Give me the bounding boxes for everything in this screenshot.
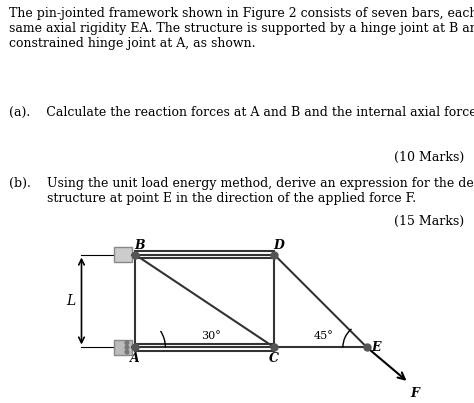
Text: (a).    Calculate the reaction forces at A and B and the internal axial forces i: (a). Calculate the reaction forces at A …	[9, 106, 474, 119]
Text: E: E	[372, 341, 381, 354]
Circle shape	[125, 350, 129, 354]
Text: C: C	[269, 352, 279, 365]
Text: A: A	[130, 352, 140, 365]
Text: 30°: 30°	[201, 331, 221, 341]
Bar	[114, 247, 132, 262]
Text: F: F	[410, 387, 419, 400]
Bar	[114, 340, 132, 355]
Text: (10 Marks): (10 Marks)	[394, 151, 465, 164]
Text: The pin-jointed framework shown in Figure 2 consists of seven bars, each having : The pin-jointed framework shown in Figur…	[9, 6, 474, 50]
Text: L: L	[66, 294, 75, 308]
Text: (b).: (b).	[9, 177, 31, 190]
Text: B: B	[135, 239, 145, 252]
Text: Using the unit load energy method, derive an expression for the deflection of th: Using the unit load energy method, deriv…	[47, 177, 474, 205]
Text: 45°: 45°	[313, 331, 333, 341]
Circle shape	[125, 345, 129, 349]
Text: D: D	[273, 239, 284, 252]
Circle shape	[125, 341, 129, 345]
Text: (15 Marks): (15 Marks)	[394, 215, 465, 228]
